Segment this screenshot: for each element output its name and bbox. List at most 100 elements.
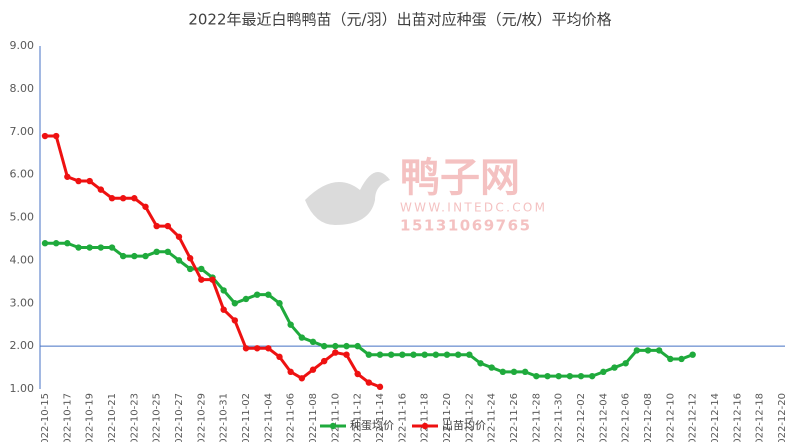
point: [298, 334, 306, 341]
watermark-text: 15131069765: [400, 217, 530, 235]
point: [64, 173, 71, 180]
point: [432, 351, 440, 358]
x-tick-label: 2022-11-22: [464, 393, 475, 442]
x-tick-label: 2022-11-04: [263, 393, 274, 442]
point: [220, 306, 227, 313]
point: [75, 177, 82, 185]
x-tick-label: 2022-11-24: [487, 393, 498, 442]
x-tick-label: 2022-10-29: [196, 393, 207, 442]
x-tick-label: 2022-11-28: [531, 393, 542, 442]
x-tick-label: 2022-11-16: [397, 393, 408, 442]
y-tick-label: 3.00: [10, 296, 35, 309]
point: [689, 351, 696, 358]
point: [220, 287, 227, 294]
x-tick-label: 2022-11-30: [554, 393, 565, 442]
point: [611, 364, 618, 371]
point: [332, 349, 339, 356]
point: [253, 291, 261, 298]
point: [119, 195, 127, 202]
point: [86, 177, 93, 185]
y-tick-label: 2.00: [10, 339, 35, 352]
point: [488, 364, 495, 371]
point: [309, 338, 317, 346]
x-tick-label: 2022-10-17: [62, 393, 73, 442]
point: [320, 342, 328, 350]
point: [343, 342, 350, 350]
series: [41, 132, 384, 391]
series: [41, 240, 696, 380]
point: [410, 351, 417, 358]
point: [52, 132, 60, 140]
x-tick-label: 2022-11-18: [420, 393, 431, 442]
x-tick-label: 2022-11-08: [308, 393, 319, 442]
point: [600, 368, 607, 376]
point: [365, 351, 373, 358]
point: [499, 368, 507, 376]
point: [644, 347, 652, 354]
point: [365, 379, 373, 386]
chart-title: 2022年最近白鸭鸭苗（元/羽）出苗对应种蛋（元/枚）平均价格: [188, 11, 611, 29]
y-tick-label: 9.00: [10, 39, 35, 52]
point: [52, 240, 60, 247]
point: [86, 244, 93, 251]
point: [376, 383, 384, 391]
point: [153, 222, 160, 230]
point: [622, 360, 629, 367]
point: [41, 132, 49, 140]
legend-swatch: [329, 422, 337, 430]
point: [119, 252, 127, 260]
x-tick-label: 2022-12-18: [755, 393, 766, 442]
watermark-logo: [305, 172, 390, 225]
point: [298, 375, 306, 382]
point: [466, 351, 473, 358]
point: [655, 347, 663, 354]
point: [287, 368, 294, 376]
point: [209, 276, 216, 283]
point: [198, 276, 205, 283]
x-tick-label: 2022-10-31: [219, 393, 230, 442]
watermark-text: WWW.INTEDC.COM: [400, 201, 545, 215]
point: [75, 244, 82, 251]
point: [443, 351, 451, 358]
point: [153, 248, 160, 255]
point: [164, 248, 172, 255]
point: [477, 360, 484, 367]
point: [142, 203, 149, 210]
x-tick-label: 2022-10-19: [85, 393, 96, 442]
x-tick-label: 2022-10-21: [107, 393, 118, 442]
point: [343, 351, 350, 358]
x-tick-label: 2022-11-14: [375, 393, 386, 442]
point: [566, 372, 574, 380]
x-tick-label: 2022-11-02: [241, 393, 252, 442]
point: [376, 351, 384, 358]
point: [354, 370, 361, 378]
point: [633, 347, 641, 354]
point: [186, 255, 194, 262]
x-tick-label: 2022-12-02: [576, 393, 587, 442]
point: [276, 300, 283, 307]
point: [287, 321, 294, 328]
point: [175, 233, 183, 240]
x-tick-label: 2022-12-16: [732, 393, 743, 442]
point: [142, 252, 149, 260]
x-tick-label: 2022-11-10: [330, 393, 341, 442]
point: [320, 357, 328, 365]
point: [678, 355, 685, 363]
point: [242, 345, 250, 352]
point: [276, 353, 283, 361]
x-tick-label: 2022-12-14: [710, 393, 721, 442]
point: [97, 186, 105, 193]
x-tick-label: 2022-12-10: [665, 393, 676, 442]
legend-label: 种蛋均价: [350, 418, 394, 432]
point: [399, 351, 406, 358]
y-tick-label: 4.00: [10, 253, 35, 266]
x-tick-label: 2022-11-20: [442, 393, 453, 442]
point: [131, 252, 138, 260]
point: [521, 368, 529, 376]
point: [577, 372, 585, 380]
point: [97, 244, 105, 251]
line: [45, 134, 381, 389]
point: [555, 372, 562, 380]
watermark: 鸭子网 WWW.INTEDC.COM 15131069765: [305, 155, 545, 235]
